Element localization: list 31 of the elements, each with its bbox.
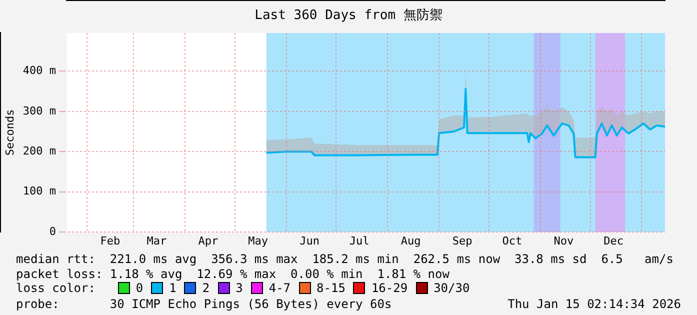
- y-axis-title: Seconds: [3, 109, 16, 156]
- text: probe: 30 ICMP Echo Pings (56 Bytes) every 60s: [16, 297, 392, 311]
- x-tick-label: Jul: [349, 234, 370, 248]
- x-tick-label: Nov: [554, 234, 574, 248]
- legend-title: loss color:: [16, 281, 96, 295]
- legend-label: 1: [169, 281, 176, 295]
- legend-label: 2: [202, 281, 210, 295]
- y-tick-label: 0: [49, 224, 56, 238]
- x-tick-label: Aug: [400, 234, 421, 248]
- x-tick-label: Dec: [604, 234, 624, 248]
- y-tick-label: 300 m: [22, 104, 56, 118]
- x-tick-label: Feb: [100, 234, 120, 248]
- x-tick-label: Mar: [146, 234, 168, 248]
- legend-label: 30/30: [434, 281, 470, 295]
- text: packet loss: 1.18 % avg 12.69 % max 0.00 % min 1.81 % now: [16, 267, 450, 281]
- text: median rtt: 221.0 ms avg 356.3 ms max 185.2 ms min 262.5 ms now 33.8 ms sd 6.5 am/s: [16, 252, 674, 266]
- legend-label: 8-15: [316, 281, 346, 295]
- legend-label: 4-7: [268, 281, 291, 295]
- legend-label: 0: [136, 281, 144, 295]
- y-tick-label: 400 m: [22, 64, 56, 78]
- x-tick-label: Oct: [502, 234, 522, 248]
- x-tick-label: Jun: [300, 234, 320, 248]
- y-tick-label: 100 m: [22, 184, 56, 198]
- x-tick-label: Apr: [198, 234, 218, 248]
- legend-label: 16-29: [371, 281, 408, 295]
- legend-label: 3: [236, 281, 243, 295]
- text: Thu Jan 15 02:14:34 2026: [508, 297, 681, 311]
- x-tick-label: Sep: [452, 234, 472, 248]
- y-tick-label: 200 m: [22, 144, 56, 158]
- x-tick-label: May: [248, 234, 268, 248]
- chart-title: Last 360 Days from 無防禦: [254, 7, 444, 24]
